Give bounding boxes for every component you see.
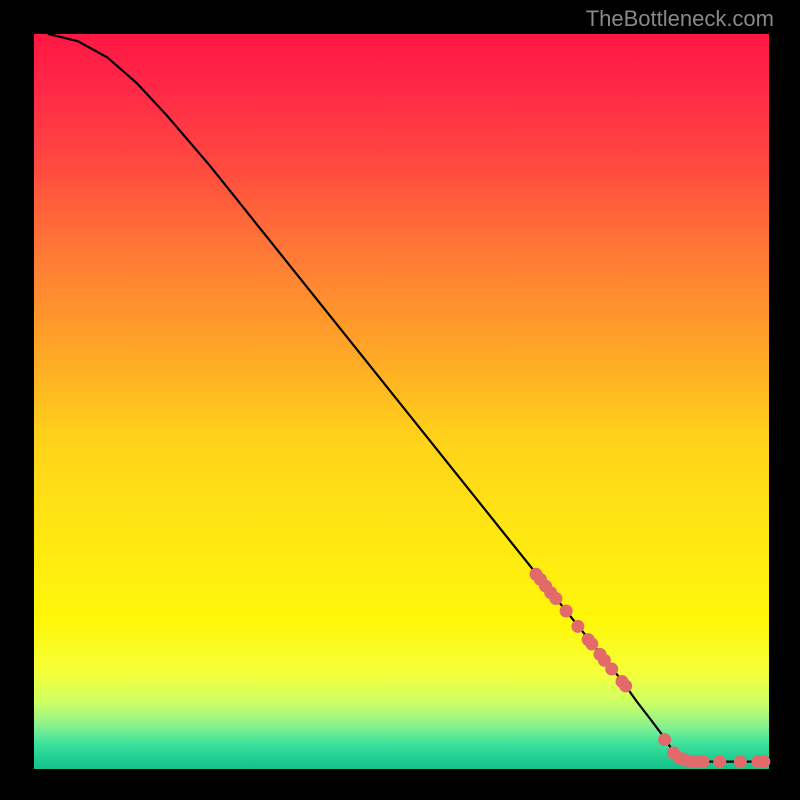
marker-layer xyxy=(34,34,769,769)
data-point xyxy=(619,679,632,692)
data-point xyxy=(571,620,584,633)
data-point xyxy=(696,755,709,768)
watermark-text: TheBottleneck.com xyxy=(586,6,774,32)
data-point xyxy=(549,592,562,605)
chart-root: TheBottleneck.com xyxy=(0,0,800,800)
data-point xyxy=(757,755,770,768)
plot-area xyxy=(34,34,769,769)
data-point xyxy=(734,755,747,768)
data-point xyxy=(658,733,671,746)
data-point xyxy=(605,663,618,676)
data-point xyxy=(560,604,573,617)
data-point xyxy=(713,755,726,768)
data-point xyxy=(585,638,598,651)
